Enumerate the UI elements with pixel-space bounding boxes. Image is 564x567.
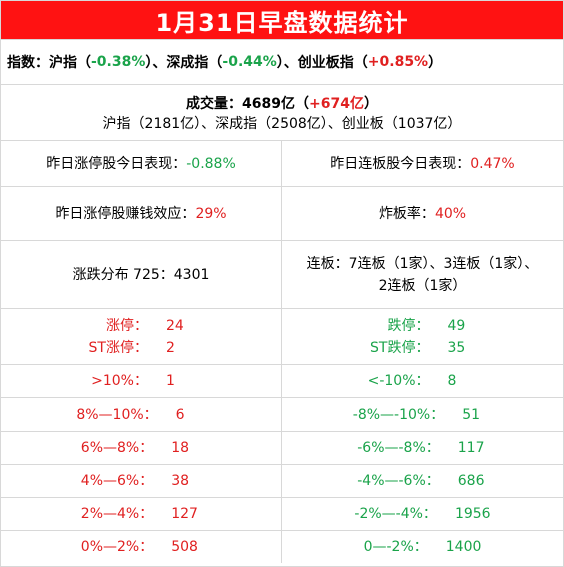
limit-down-label: 跌停： bbox=[387, 317, 430, 334]
range-up-cell: 0%—2%： 508 bbox=[1, 531, 282, 563]
range-down-value: 686 bbox=[457, 473, 485, 489]
volume-suffix: ） bbox=[363, 95, 378, 112]
money-effect-label: 昨日涨停股赚钱效应： bbox=[55, 205, 196, 222]
limit-up-block: 涨停： 24 ST涨停： 2 bbox=[1, 309, 282, 364]
range-up-value: 6 bbox=[175, 406, 185, 423]
range-down-cell: -2%—-4%： 1956 bbox=[282, 498, 563, 530]
break-rate-label: 炸板率： bbox=[378, 205, 435, 222]
range-down-value: 1956 bbox=[454, 506, 491, 522]
range-down-label: 0—-2%： bbox=[363, 539, 428, 555]
indices-suffix: ） bbox=[428, 55, 443, 71]
range-up-cell: >10%： 1 bbox=[1, 365, 282, 397]
indices-prefix: 指数： bbox=[7, 55, 49, 71]
range-up-value: 18 bbox=[171, 440, 190, 456]
range-down-label: -6%—-8%： bbox=[357, 440, 440, 456]
range-row: 4%—6%： 38 -4%—-6%： 686 bbox=[1, 464, 563, 497]
limit-down-value: 49 bbox=[447, 317, 466, 334]
limit-up-perf-value: -0.88% bbox=[186, 155, 236, 172]
streak-info: 连板：7连板（1家）、3连板（1家）、 2连板（1家） bbox=[282, 241, 563, 308]
st-limit-down-label: ST跌停： bbox=[370, 339, 430, 356]
sh-change: -0.38% bbox=[91, 54, 146, 70]
volume-row: 成交量：4689亿（+674亿） 沪指（2181亿）、深成指（2508亿）、创业… bbox=[1, 84, 563, 140]
range-down-value: 1400 bbox=[445, 539, 482, 555]
range-up-cell: 4%—6%： 38 bbox=[1, 465, 282, 497]
st-limit-up-value: 2 bbox=[166, 339, 175, 356]
volume-line: 成交量：4689亿（+674亿） bbox=[186, 93, 378, 113]
perf-row: 昨日涨停股今日表现：-0.88% 昨日连板股今日表现：0.47% bbox=[1, 140, 563, 186]
sz-label: ）、深成指（ bbox=[145, 55, 223, 71]
streak-perf: 昨日连板股今日表现：0.47% bbox=[282, 141, 563, 186]
st-limit-down-value: 35 bbox=[447, 339, 466, 356]
range-up-value: 1 bbox=[166, 373, 175, 389]
limit-up-perf: 昨日涨停股今日表现：-0.88% bbox=[1, 141, 282, 186]
sheet-title: 1月31日早盘数据统计 bbox=[1, 1, 563, 39]
range-down-cell: <-10%： 8 bbox=[282, 365, 563, 397]
range-up-label: 8%—10%： bbox=[76, 406, 158, 423]
distribution: 涨跌分布 725：4301 bbox=[1, 241, 282, 308]
sh-label: 沪指（ bbox=[49, 55, 91, 71]
range-down-label: <-10%： bbox=[367, 373, 430, 389]
range-up-value: 127 bbox=[171, 506, 198, 522]
range-down-cell: 0—-2%： 1400 bbox=[282, 531, 563, 563]
st-limit-up-label: ST涨停： bbox=[88, 339, 148, 356]
range-down-value: 117 bbox=[457, 440, 485, 456]
range-up-label: 6%—8%： bbox=[80, 440, 154, 456]
range-up-cell: 6%—8%： 18 bbox=[1, 432, 282, 464]
range-up-label: 2%—4%： bbox=[80, 506, 154, 522]
effect-row: 昨日涨停股赚钱效应：29% 炸板率：40% bbox=[1, 186, 563, 240]
range-up-label: >10%： bbox=[91, 373, 148, 389]
cy-change: +0.85% bbox=[367, 54, 429, 70]
range-up-value: 38 bbox=[171, 473, 190, 489]
range-row: >10%： 1 <-10%： 8 bbox=[1, 364, 563, 397]
sz-change: -0.44% bbox=[222, 54, 277, 70]
range-row: 8%—10%： 6 -8%—-10%： 51 bbox=[1, 397, 563, 431]
volume-block: 成交量：4689亿（+674亿） 沪指（2181亿）、深成指（2508亿）、创业… bbox=[1, 85, 563, 140]
range-up-label: 4%—6%： bbox=[80, 473, 154, 489]
range-up-label: 0%—2%： bbox=[80, 539, 154, 555]
break-rate-value: 40% bbox=[434, 205, 467, 222]
streak-perf-value: 0.47% bbox=[470, 155, 515, 172]
range-up-cell: 8%—10%： 6 bbox=[1, 398, 282, 431]
range-down-cell: -4%—-6%： 686 bbox=[282, 465, 563, 497]
streak-line-2: 2连板（1家） bbox=[378, 277, 467, 294]
volume-breakdown: 沪指（2181亿）、深成指（2508亿）、创业板（1037亿） bbox=[102, 115, 462, 132]
indices-line: 指数： 沪指（ -0.38% ）、深成指（ -0.44% ）、创业板指（ +0.… bbox=[1, 40, 563, 84]
distribution-row: 涨跌分布 725：4301 连板：7连板（1家）、3连板（1家）、 2连板（1家… bbox=[1, 240, 563, 308]
break-rate: 炸板率：40% bbox=[282, 187, 563, 240]
range-down-label: -4%—-6%： bbox=[357, 473, 440, 489]
streak-line-1: 连板：7连板（1家）、3连板（1家）、 bbox=[306, 255, 539, 272]
limit-up-perf-label: 昨日涨停股今日表现： bbox=[46, 155, 187, 172]
range-down-label: -8%—-10%： bbox=[352, 406, 445, 423]
range-down-value: 8 bbox=[447, 373, 457, 389]
indices-row: 指数： 沪指（ -0.38% ）、深成指（ -0.44% ）、创业板指（ +0.… bbox=[1, 39, 563, 84]
range-down-cell: -6%—-8%： 117 bbox=[282, 432, 563, 464]
range-row: 6%—8%： 18 -6%—-8%： 117 bbox=[1, 431, 563, 464]
range-row: 2%—4%： 127 -2%—-4%： 1956 bbox=[1, 497, 563, 530]
cy-label: ）、创业板指（ bbox=[276, 55, 368, 71]
range-row: 0%—2%： 508 0—-2%： 1400 bbox=[1, 530, 563, 563]
range-down-cell: -8%—-10%： 51 bbox=[282, 398, 563, 431]
range-up-value: 508 bbox=[171, 539, 198, 555]
volume-label: 成交量：4689亿（ bbox=[186, 95, 309, 112]
limits-row: 涨停： 24 ST涨停： 2 跌停： 49 ST跌停： 35 bbox=[1, 308, 563, 364]
money-effect-value: 29% bbox=[195, 205, 227, 222]
volume-change: +674亿 bbox=[309, 95, 364, 112]
range-down-value: 51 bbox=[462, 406, 481, 423]
money-effect: 昨日涨停股赚钱效应：29% bbox=[1, 187, 282, 240]
range-up-cell: 2%—4%： 127 bbox=[1, 498, 282, 530]
range-rows: >10%： 1 <-10%： 8 8%—10%： 6 -8%—-10%： 51 6%—8%： 18… bbox=[1, 364, 563, 563]
limit-down-block: 跌停： 49 ST跌停： 35 bbox=[282, 309, 563, 364]
streak-perf-label: 昨日连板股今日表现： bbox=[330, 155, 471, 172]
range-down-label: -2%—-4%： bbox=[354, 506, 437, 522]
limit-up-label: 涨停： bbox=[106, 317, 148, 334]
limit-up-value: 24 bbox=[166, 317, 184, 334]
